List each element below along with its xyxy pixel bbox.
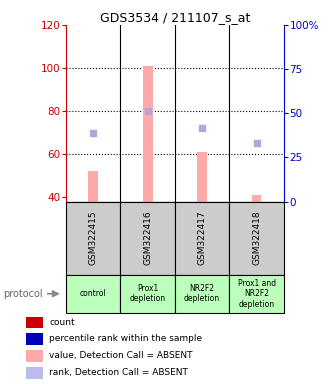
Bar (175, 202, 229, 275)
Text: count: count (50, 318, 75, 327)
Text: GSM322416: GSM322416 (143, 211, 152, 265)
Bar (26, 350, 43, 362)
Text: GSM322417: GSM322417 (198, 211, 207, 265)
Text: GSM322418: GSM322418 (252, 211, 261, 265)
Text: value, Detection Call = ABSENT: value, Detection Call = ABSENT (50, 351, 193, 360)
Bar (66, 275, 120, 313)
Bar (120, 202, 175, 275)
Text: protocol: protocol (3, 289, 43, 299)
Text: NR2F2
depletion: NR2F2 depletion (184, 284, 220, 303)
Point (90, 129, 96, 136)
Text: GSM322415: GSM322415 (89, 211, 98, 265)
Bar (252, 195, 261, 202)
Bar (120, 275, 175, 313)
Bar (229, 275, 284, 313)
Bar (175, 275, 229, 313)
Point (145, 108, 150, 114)
Bar (197, 152, 207, 202)
Point (254, 141, 259, 147)
Point (199, 125, 205, 131)
Text: Prox1
depletion: Prox1 depletion (130, 284, 166, 303)
Bar (26, 316, 43, 328)
Text: Prox1 and
NR2F2
depletion: Prox1 and NR2F2 depletion (238, 279, 276, 309)
Bar (229, 202, 284, 275)
Bar (26, 366, 43, 379)
Text: control: control (80, 289, 107, 298)
Bar (26, 333, 43, 345)
Bar (143, 66, 152, 202)
Bar (88, 171, 98, 202)
Text: percentile rank within the sample: percentile rank within the sample (50, 334, 203, 343)
Bar (66, 202, 120, 275)
Title: GDS3534 / 211107_s_at: GDS3534 / 211107_s_at (100, 11, 250, 24)
Text: rank, Detection Call = ABSENT: rank, Detection Call = ABSENT (50, 368, 188, 377)
